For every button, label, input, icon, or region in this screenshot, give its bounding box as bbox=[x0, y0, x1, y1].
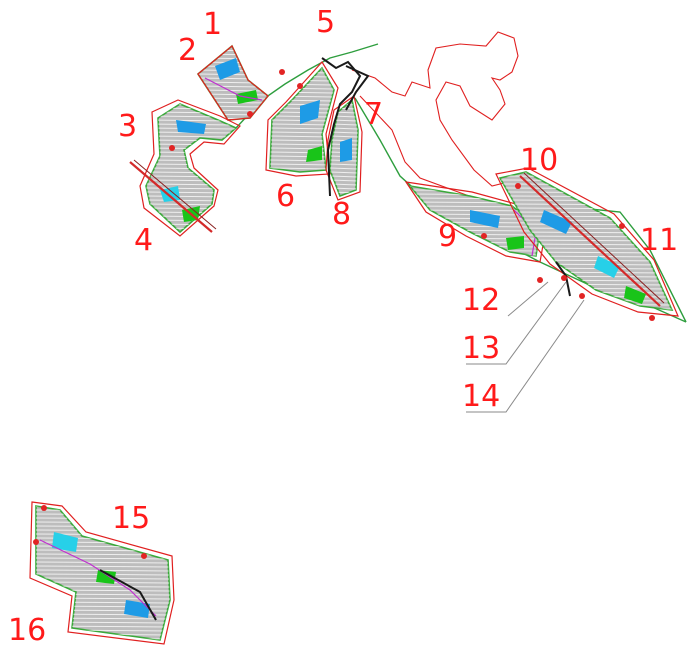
parcel-7-8-water bbox=[340, 138, 352, 162]
parcel-1-2-water bbox=[215, 58, 240, 80]
parcel-15-16-veg bbox=[96, 570, 116, 584]
hatch-line bbox=[330, 163, 358, 166]
hatch-line bbox=[36, 553, 170, 556]
parcel-10-11-water-a bbox=[540, 210, 572, 234]
hatch-line bbox=[270, 68, 334, 70]
hatch-line bbox=[330, 191, 358, 194]
plot-label-10: 10 bbox=[520, 143, 558, 178]
hatch-line bbox=[198, 49, 268, 52]
plot-label-12: 12 bbox=[462, 283, 500, 318]
hatch-line bbox=[198, 89, 268, 92]
plot-label-5: 5 bbox=[316, 5, 335, 40]
plot-label-13: 13 bbox=[462, 331, 500, 366]
hatch-line bbox=[36, 569, 170, 572]
plot-label-16: 16 bbox=[8, 613, 46, 648]
parcel-10-11-veg bbox=[624, 286, 646, 304]
pipeline-4-b bbox=[133, 159, 217, 230]
parcel-15-16-water-a bbox=[52, 532, 78, 552]
outer-boundary bbox=[351, 31, 521, 187]
plot-label-8: 8 bbox=[332, 197, 351, 232]
plot-label-1: 1 bbox=[203, 7, 222, 42]
parcel-6-water bbox=[300, 100, 320, 124]
hatch-line bbox=[270, 167, 334, 170]
parcel-10-11-edge bbox=[495, 167, 679, 317]
plot-label-6: 6 bbox=[276, 179, 295, 214]
hatch-line bbox=[146, 227, 236, 230]
stream-5 bbox=[321, 57, 362, 197]
hatch-line bbox=[198, 57, 268, 60]
plot-labels: 1 2 3 4 5 6 7 8 9 10 11 12 13 14 15 16 bbox=[8, 5, 678, 648]
plot-label-4: 4 bbox=[134, 223, 153, 258]
parcel-9-edge bbox=[404, 181, 547, 263]
hatch-line bbox=[330, 127, 358, 130]
hatch-line bbox=[330, 175, 358, 178]
hatch-line bbox=[198, 53, 268, 56]
parcel-9-water bbox=[470, 210, 500, 228]
hatch-line bbox=[330, 135, 358, 138]
parcel-3-4-edge bbox=[139, 99, 241, 237]
stream-7 bbox=[345, 65, 370, 111]
leader-13 bbox=[466, 281, 567, 365]
plot-label-2: 2 bbox=[178, 33, 197, 68]
hatch-line bbox=[270, 123, 334, 126]
pipeline-10 bbox=[519, 175, 661, 307]
hatch-line bbox=[36, 561, 170, 564]
parcel-10-11-water-b bbox=[594, 256, 620, 278]
plot-label-7: 7 bbox=[364, 97, 383, 132]
hatch-line bbox=[146, 223, 236, 226]
hatch-line bbox=[500, 307, 672, 310]
hatch-line bbox=[198, 109, 268, 112]
pipeline-10-b bbox=[523, 172, 665, 304]
markers bbox=[33, 69, 655, 559]
parcel-1-2-track bbox=[204, 77, 263, 101]
parcel-15-16-track bbox=[39, 539, 157, 617]
hatch-line bbox=[330, 139, 358, 142]
leader-12 bbox=[507, 281, 549, 317]
parcel-3-4-pond bbox=[160, 186, 180, 202]
parcel-9-veg bbox=[506, 236, 524, 250]
plot-label-11: 11 bbox=[640, 223, 678, 258]
hatch-line bbox=[146, 135, 236, 138]
inner-boundary bbox=[359, 95, 481, 201]
plot-label-9: 9 bbox=[438, 219, 457, 254]
hatch-line bbox=[330, 179, 358, 182]
hatch-line bbox=[330, 171, 358, 174]
hatch-line bbox=[330, 167, 358, 170]
hatch-line bbox=[330, 131, 358, 134]
parcel-15-16-edge bbox=[29, 501, 175, 645]
hatch-line bbox=[270, 163, 334, 166]
parcel-15-16-drain bbox=[99, 569, 157, 621]
pipeline-4 bbox=[129, 161, 213, 233]
hatch-line bbox=[270, 155, 334, 158]
hatch-line bbox=[36, 565, 170, 568]
leader-14 bbox=[466, 299, 585, 413]
hatch-line bbox=[36, 557, 170, 560]
hatch-line bbox=[198, 113, 268, 116]
hatch-line bbox=[270, 147, 334, 150]
hatch-line bbox=[270, 127, 334, 130]
plot-label-15: 15 bbox=[112, 501, 150, 536]
parcel-6-veg bbox=[306, 146, 322, 162]
plot-label-3: 3 bbox=[118, 109, 137, 144]
plot-label-14: 14 bbox=[462, 379, 500, 414]
hatch-line bbox=[270, 151, 334, 154]
parcel-7-8-edge bbox=[325, 94, 363, 201]
parcel-3-4-water bbox=[176, 120, 206, 134]
parcel-15-16-water-b bbox=[124, 600, 150, 618]
hatch-line bbox=[270, 159, 334, 162]
